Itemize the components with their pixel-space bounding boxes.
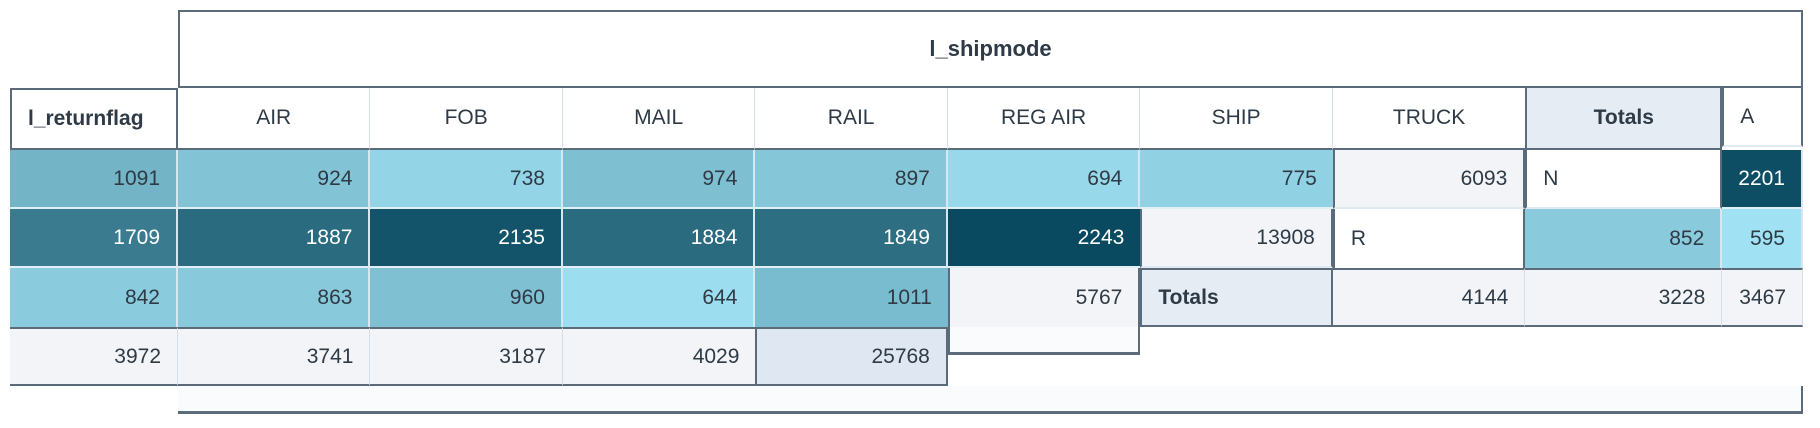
pivot-cell-r-truck[interactable]: 1011 [755, 268, 948, 327]
column-total-ship[interactable]: 3187 [370, 327, 563, 386]
column-total-fob[interactable]: 3228 [1525, 268, 1723, 327]
pivot-cell-n-mail[interactable]: 1887 [178, 209, 371, 268]
row-label-a[interactable]: A [1722, 88, 1803, 147]
pivot-cell-n-air[interactable]: 2201 [1722, 150, 1803, 209]
column-header-fob[interactable]: FOB [370, 88, 563, 150]
pivot-table: l_shipmode l_returnflag AIR FOB MAIL RAI… [10, 10, 1803, 414]
column-header-ship[interactable]: SHIP [1140, 88, 1333, 150]
row-total-a[interactable]: 6093 [1332, 150, 1526, 209]
column-dimension-header: l_shipmode [178, 10, 1803, 88]
column-header-air[interactable]: AIR [178, 88, 371, 150]
row-total-r[interactable]: 5767 [947, 268, 1141, 327]
column-total-mail[interactable]: 3467 [1722, 268, 1803, 327]
grand-total[interactable]: 25768 [755, 327, 948, 386]
corner-spacer [10, 10, 178, 88]
pivot-cell-a-truck[interactable]: 775 [1140, 150, 1333, 209]
column-total-truck[interactable]: 4029 [562, 327, 756, 386]
column-header-truck[interactable]: TRUCK [1332, 88, 1526, 150]
pivot-cell-n-fob[interactable]: 1709 [10, 209, 178, 268]
pivot-cell-r-rail[interactable]: 863 [178, 268, 371, 327]
column-total-rail[interactable]: 3972 [10, 327, 178, 386]
pivot-cell-r-reg-air[interactable]: 960 [370, 268, 563, 327]
row-label-n[interactable]: N [1525, 150, 1723, 209]
pivot-cell-a-fob[interactable]: 924 [178, 150, 371, 209]
column-total-air[interactable]: 4144 [1332, 268, 1526, 327]
pivot-cell-n-ship[interactable]: 1849 [755, 209, 948, 268]
column-header-reg-air[interactable]: REG AIR [947, 88, 1141, 150]
footer-row-label-area [947, 327, 1141, 355]
totals-row-label[interactable]: Totals [1140, 268, 1333, 327]
pivot-cell-a-air[interactable]: 1091 [10, 150, 178, 209]
pivot-cell-n-rail[interactable]: 2135 [370, 209, 563, 268]
column-total-reg-air[interactable]: 3741 [178, 327, 371, 386]
column-header-totals[interactable]: Totals [1525, 88, 1723, 150]
footer-area [178, 386, 1803, 414]
column-header-mail[interactable]: MAIL [562, 88, 756, 150]
row-label-r[interactable]: R [1332, 209, 1526, 268]
row-total-n[interactable]: 13908 [1140, 209, 1333, 268]
pivot-cell-a-rail[interactable]: 974 [562, 150, 756, 209]
pivot-cell-a-ship[interactable]: 694 [947, 150, 1141, 209]
row-dimension-header: l_returnflag [10, 88, 178, 150]
pivot-cell-r-mail[interactable]: 842 [10, 268, 178, 327]
column-header-rail[interactable]: RAIL [755, 88, 948, 150]
pivot-cell-n-truck[interactable]: 2243 [947, 209, 1141, 268]
pivot-cell-n-reg-air[interactable]: 1884 [562, 209, 756, 268]
pivot-cell-a-reg-air[interactable]: 897 [755, 150, 948, 209]
pivot-cell-a-mail[interactable]: 738 [370, 150, 563, 209]
pivot-cell-r-fob[interactable]: 595 [1722, 209, 1803, 268]
pivot-cell-r-air[interactable]: 852 [1525, 209, 1723, 268]
pivot-cell-r-ship[interactable]: 644 [562, 268, 756, 327]
